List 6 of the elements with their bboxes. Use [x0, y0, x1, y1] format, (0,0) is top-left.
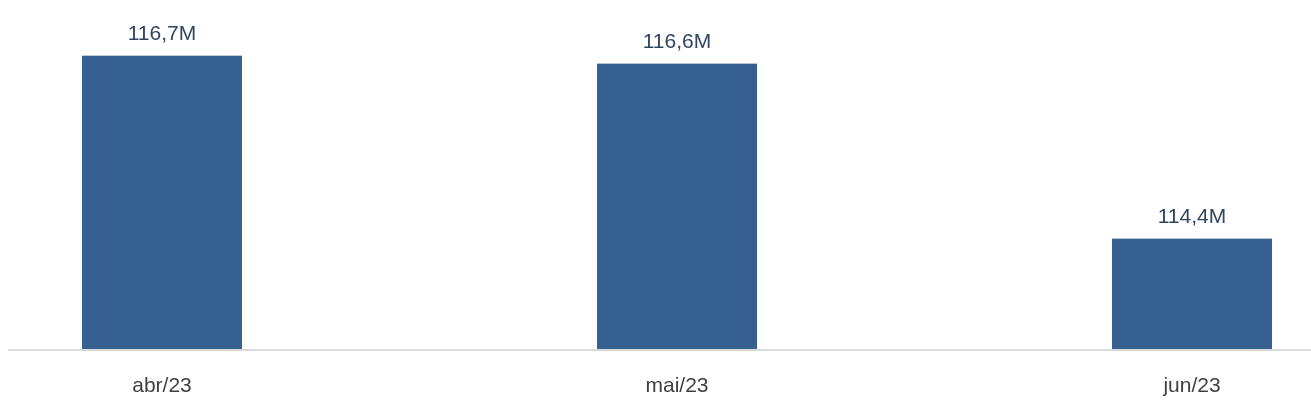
data-label: 116,6M	[642, 28, 712, 52]
data-label: 114,4M	[1157, 203, 1227, 227]
x-tick-label: jun/23	[1162, 373, 1221, 396]
x-tick-label: mai/23	[645, 373, 709, 396]
x-tick-label: abr/23	[132, 373, 192, 396]
data-label: 116,7M	[127, 20, 197, 44]
